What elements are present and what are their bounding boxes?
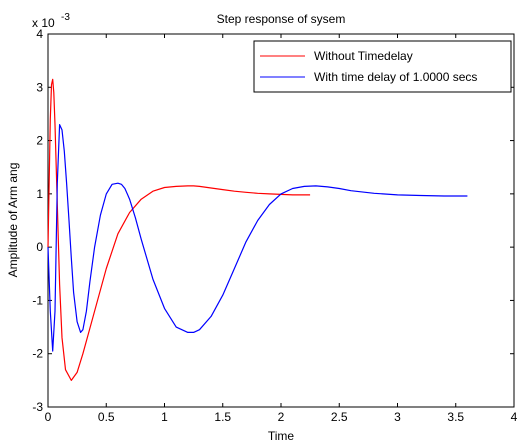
y-exponent-power: -3 xyxy=(61,12,70,23)
x-tick-label: 1.5 xyxy=(214,410,231,424)
y-tick-label: -1 xyxy=(32,293,43,307)
x-tick-label: 1 xyxy=(161,410,168,424)
chart-title: Step response of sysem xyxy=(217,12,346,26)
series-line-without-timedelay xyxy=(47,78,311,381)
x-tick-label: 4 xyxy=(511,410,518,424)
y-axis-label: Amplitude of Arm ang xyxy=(6,163,20,278)
y-tick-label: 3 xyxy=(36,80,43,94)
x-tick-label: 3 xyxy=(394,410,401,424)
series-layer xyxy=(47,78,468,381)
ticks-layer: 0 0.5 1 1.5 2 2.5 3 3.5 4 -3 -2 -1 0 1 2 3 4 xyxy=(32,27,517,424)
y-exponent-label: x 10 xyxy=(32,16,55,30)
x-tick-label: 2.5 xyxy=(331,410,348,424)
series-line-with-time-delay xyxy=(47,123,468,352)
y-tick-label: -3 xyxy=(32,400,43,414)
x-tick-label: 0.5 xyxy=(98,410,115,424)
legend-label-without-timedelay: Without Timedelay xyxy=(314,49,413,63)
y-tick-label: 0 xyxy=(36,240,43,254)
x-tick-label: 3.5 xyxy=(447,410,464,424)
x-tick-label: 0 xyxy=(45,410,52,424)
x-tick-label: 2 xyxy=(278,410,285,424)
y-tick-label: 2 xyxy=(36,134,43,148)
y-tick-label: -2 xyxy=(32,347,43,361)
x-axis-label: Time xyxy=(268,429,295,443)
legend: Without Timedelay With time delay of 1.0… xyxy=(253,40,512,93)
y-tick-label: 4 xyxy=(36,27,43,41)
y-tick-label: 1 xyxy=(36,187,43,201)
legend-label-with-time-delay: With time delay of 1.0000 secs xyxy=(314,70,477,84)
legend-box xyxy=(253,40,512,93)
